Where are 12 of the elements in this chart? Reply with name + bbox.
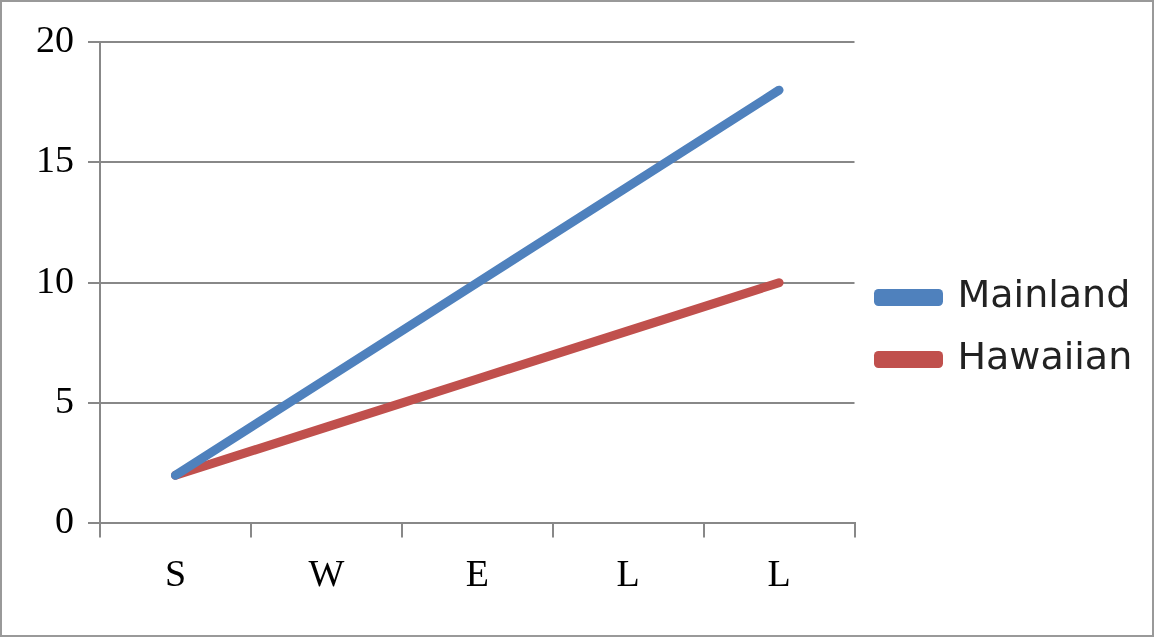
x-tick-label: E [465,552,489,595]
x-tick-label: W [308,552,345,595]
legend-label: Mainland [957,272,1131,317]
x-tick-label: L [767,552,791,595]
y-tick-label: 10 [36,258,74,301]
y-tick-label: 15 [36,138,74,181]
y-tick-label: 0 [55,499,74,542]
legend-label: Hawaiian [957,334,1133,379]
x-tick-label: L [616,552,640,595]
y-tick-label: 5 [55,379,74,422]
x-tick-label: S [164,552,187,595]
y-tick-label: 20 [36,17,74,60]
